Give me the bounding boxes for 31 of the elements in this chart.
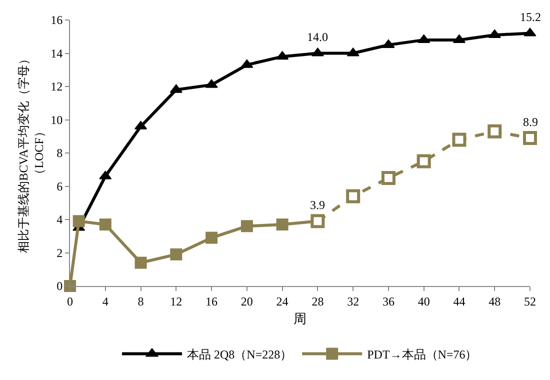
x-tick-label: 12 xyxy=(170,294,182,308)
y-tick-label: 16 xyxy=(50,13,63,28)
x-tick-label: 40 xyxy=(418,294,430,308)
x-tick-label: 32 xyxy=(347,294,360,308)
legend-label: PDT→本品（N=76） xyxy=(367,347,478,362)
y-tick-label: 8 xyxy=(56,146,63,160)
x-tick-label: 16 xyxy=(206,294,218,308)
y-tick-label: 10 xyxy=(50,112,63,127)
legend-label: 本品 2Q8（N=228） xyxy=(187,347,292,362)
x-tick-label: 48 xyxy=(488,294,501,308)
y-tick-label: 0 xyxy=(56,279,63,294)
data-label: 14.0 xyxy=(307,30,328,44)
x-tick-label: 24 xyxy=(276,294,288,308)
y-tick-label: 14 xyxy=(50,46,63,60)
x-tick-label: 8 xyxy=(138,294,144,308)
y-tick-label: 12 xyxy=(50,80,63,94)
x-tick-label: 36 xyxy=(382,294,394,308)
x-tick-label: 28 xyxy=(312,294,324,308)
y-tick-label: 4 xyxy=(56,212,63,227)
y-axis-title: 相比于基线的BCVA平均变化（字母）（LOCF） xyxy=(16,53,46,253)
x-tick-label: 44 xyxy=(453,294,466,308)
y-tick-label: 2 xyxy=(56,246,63,260)
x-tick-label: 4 xyxy=(102,294,108,308)
x-tick-label: 52 xyxy=(524,294,536,308)
data-label: 3.9 xyxy=(310,198,325,212)
data-label: 15.2 xyxy=(520,10,541,24)
y-tick-label: 6 xyxy=(56,179,63,194)
x-tick-label: 20 xyxy=(240,294,253,308)
x-axis-title: 周 xyxy=(294,311,306,326)
data-label: 8.9 xyxy=(523,115,538,129)
x-tick-label: 0 xyxy=(67,294,73,308)
